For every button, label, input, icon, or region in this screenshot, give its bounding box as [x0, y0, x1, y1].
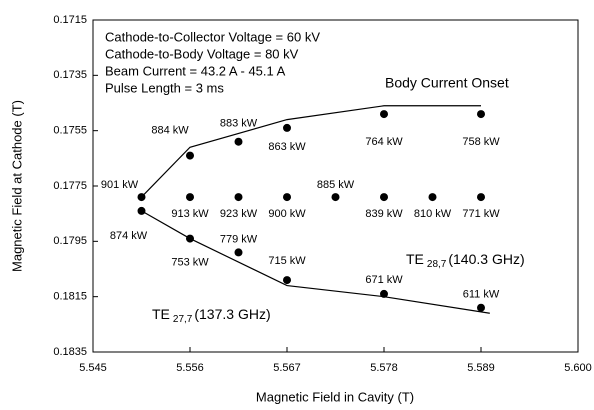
mode-name: TE — [406, 251, 424, 267]
y-tick-label: 0.1735 — [53, 69, 87, 81]
y-tick-label: 0.1715 — [53, 14, 87, 26]
point-label: 900 kW — [268, 208, 306, 220]
y-tick-label: 0.1815 — [53, 291, 87, 303]
data-point — [477, 193, 485, 202]
data-point — [234, 248, 243, 257]
mode-label: TE 28,7 (140.3 GHz) — [406, 251, 525, 270]
line-label: Body Current Onset — [385, 75, 509, 91]
data-point — [380, 193, 388, 202]
data-point — [283, 276, 291, 285]
data-point — [234, 137, 243, 146]
mode-label: TE 27,7 (137.3 GHz) — [152, 306, 271, 325]
x-axis-title: Magnetic Field in Cavity (T) — [256, 389, 414, 404]
x-tick-label: 5.556 — [176, 362, 204, 374]
mode-sub: 27,7 — [173, 314, 193, 325]
point-label: 863 kW — [268, 141, 306, 153]
boundary-line — [141, 105, 481, 198]
x-tick-label: 5.578 — [370, 362, 398, 374]
data-point — [428, 193, 437, 202]
point-label: 883 kW — [220, 118, 258, 130]
point-label: 884 kW — [151, 124, 189, 136]
point-label: 758 kW — [462, 136, 500, 148]
y-axis-title: Magnetic Field at Cathode (T) — [9, 100, 24, 272]
note: Cathode-to-Collector Voltage = 60 kV — [105, 29, 320, 44]
data-point — [380, 110, 388, 119]
data-point — [283, 193, 291, 202]
note: Pulse Length = 3 ms — [105, 80, 224, 95]
note: Beam Current = 43.2 A - 45.1 A — [105, 63, 286, 78]
point-label: 913 kW — [171, 208, 209, 220]
data-point — [137, 193, 146, 202]
x-tick-label: 5.600 — [564, 362, 592, 374]
point-label: 810 kW — [414, 208, 452, 220]
x-tick-label: 5.589 — [467, 362, 495, 374]
y-tick-label: 0.1835 — [53, 346, 87, 358]
data-point — [477, 303, 485, 312]
point-label: 671 kW — [365, 274, 403, 286]
point-label: 874 kW — [110, 230, 148, 242]
mode-name: TE — [152, 306, 170, 322]
data-point — [137, 206, 146, 215]
mode-freq: (140.3 GHz) — [448, 251, 524, 267]
y-tick-label: 0.1755 — [53, 125, 87, 137]
mode-freq: (137.3 GHz) — [194, 306, 270, 322]
note: Cathode-to-Body Voltage = 80 kV — [105, 46, 299, 61]
data-point — [380, 289, 388, 298]
data-point — [186, 234, 194, 243]
point-label: 901 kW — [101, 179, 139, 191]
point-label: 753 kW — [171, 256, 209, 268]
data-point — [186, 151, 194, 160]
x-tick-label: 5.567 — [273, 362, 301, 374]
point-label: 885 kW — [317, 179, 355, 191]
data-point — [234, 193, 243, 202]
point-label: 611 kW — [463, 289, 500, 301]
y-tick-label: 0.1795 — [53, 235, 87, 247]
point-label: 715 kW — [268, 255, 306, 267]
x-tick-label: 5.545 — [79, 362, 107, 374]
point-label: 779 kW — [220, 233, 258, 245]
data-point — [283, 123, 291, 132]
point-label: 923 kW — [220, 208, 258, 220]
data-point — [477, 110, 485, 119]
point-label: 839 kW — [365, 208, 403, 220]
mode-sub: 28,7 — [427, 259, 447, 270]
y-tick-label: 0.1775 — [53, 180, 87, 192]
boundary-line — [141, 210, 490, 314]
point-label: 764 kW — [365, 136, 403, 148]
data-point — [186, 193, 194, 202]
point-label: 771 kW — [462, 208, 500, 220]
data-point — [331, 193, 340, 202]
